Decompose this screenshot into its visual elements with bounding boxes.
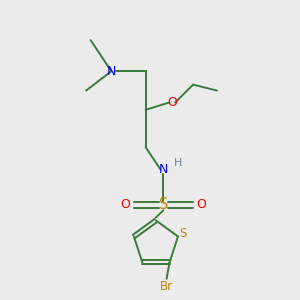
Text: O: O <box>120 199 130 212</box>
Text: N: N <box>107 65 116 78</box>
Text: O: O <box>196 199 206 212</box>
Text: O: O <box>167 96 177 109</box>
Text: S: S <box>159 197 168 212</box>
Text: H: H <box>174 158 182 168</box>
Text: N: N <box>159 163 168 176</box>
Text: S: S <box>179 227 186 240</box>
Text: Br: Br <box>160 280 173 293</box>
